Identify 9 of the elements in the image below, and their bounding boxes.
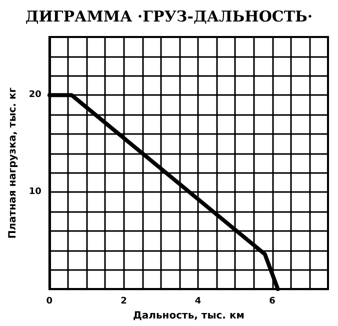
y-axis-title: Платная нагрузка, тыс. кг [8, 88, 18, 239]
x-tick-label: 0 [46, 296, 53, 307]
y-tick-label: 20 [28, 90, 42, 100]
x-tick-label: 2 [120, 296, 127, 307]
x-tick-label: 4 [194, 296, 202, 307]
chart-title: ДИГРАММА ·ГРУЗ-ДАЛЬНОСТЬ· [25, 8, 313, 26]
y-tick-label: 10 [28, 187, 42, 198]
x-axis-title: Дальность, тыс. км [133, 310, 244, 322]
x-tick-label: 6 [269, 296, 276, 307]
